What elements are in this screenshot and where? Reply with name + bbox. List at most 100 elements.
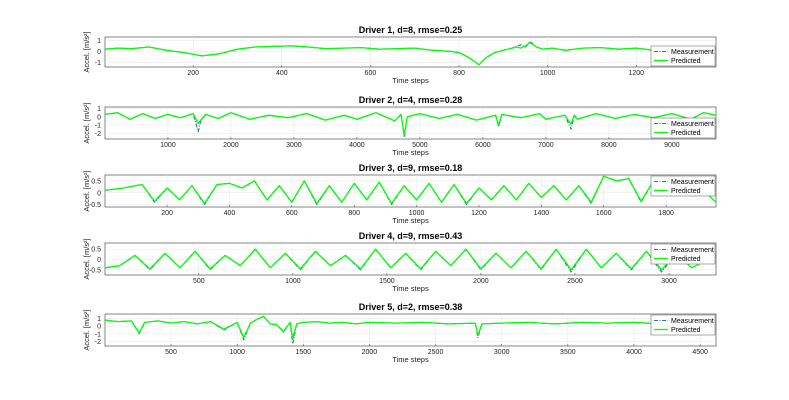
measurement-line <box>104 112 717 138</box>
x-tick-label: 3000 <box>494 349 510 356</box>
x-tick-label: 1500 <box>379 278 395 285</box>
y-tick-label: 0 <box>97 324 101 331</box>
x-tick-label: 1000 <box>160 142 176 149</box>
x-tick-label: 200 <box>161 210 173 217</box>
y-tick-label: -2 <box>95 131 101 138</box>
subplot-title: Driver 4, d=9, rmse=0.43 <box>359 231 463 241</box>
x-tick-label: 800 <box>348 210 360 217</box>
x-axis-label: Time steps <box>392 355 429 364</box>
legend-label-measurement: Measurement <box>671 318 714 325</box>
y-axis-label: Accel. [m/s²] <box>82 309 91 350</box>
y-tick-label: 0 <box>97 49 101 56</box>
x-tick-label: 500 <box>193 278 205 285</box>
predicted-line <box>104 175 717 205</box>
x-axis-label: Time steps <box>392 284 429 293</box>
legend: Measurement Predicted <box>650 175 716 197</box>
y-tick-label: 0 <box>97 257 101 264</box>
legend-label-measurement: Measurement <box>671 121 714 128</box>
legend-label-predicted: Predicted <box>671 130 701 137</box>
x-tick-label: 2000 <box>362 349 378 356</box>
x-tick-label: 1500 <box>295 349 311 356</box>
x-tick-label: 1000 <box>285 278 301 285</box>
y-tick-label: -2 <box>95 339 101 346</box>
x-tick-label: 1400 <box>534 210 550 217</box>
legend: Measurement Predicted <box>650 45 716 67</box>
subplot-title: Driver 1, d=8, rmse=0.25 <box>359 25 463 35</box>
y-tick-label: 0 <box>97 114 101 121</box>
y-axis-label: Accel. [m/s²] <box>82 238 91 279</box>
x-tick-label: 5000 <box>412 142 428 149</box>
x-axis-label: Time steps <box>392 148 429 157</box>
legend: Measurement Predicted <box>650 243 716 265</box>
x-tick-label: 400 <box>276 70 288 77</box>
legend: Measurement Predicted <box>650 314 716 336</box>
y-axis-label: Accel. [m/s²] <box>82 31 91 72</box>
x-tick-label: 500 <box>165 349 177 356</box>
x-tick-label: 2500 <box>567 278 583 285</box>
plot-area <box>104 36 717 68</box>
subplot-title: Driver 2, d=4, rmse=0.28 <box>359 95 463 105</box>
y-tick-label: 1 <box>97 38 101 45</box>
predicted-line <box>104 248 717 271</box>
legend-label-predicted: Predicted <box>671 327 701 334</box>
x-tick-label: 2500 <box>428 349 444 356</box>
x-tick-label: 1800 <box>658 210 674 217</box>
x-tick-label: 400 <box>224 210 236 217</box>
legend-label-measurement: Measurement <box>671 247 714 254</box>
x-tick-label: 3000 <box>661 278 677 285</box>
plot-area <box>104 313 717 347</box>
legend-label-measurement: Measurement <box>671 49 714 56</box>
x-tick-label: 8000 <box>601 142 617 149</box>
legend-label-predicted: Predicted <box>671 256 701 263</box>
y-tick-label: -0.5 <box>89 202 101 209</box>
x-tick-label: 600 <box>365 70 377 77</box>
subplot-driver-2: -2-1 01 1000 2000 3000 4000 5000 6000 7000 8000 90… <box>82 95 717 157</box>
x-tick-label: 2000 <box>223 142 239 149</box>
legend-label-predicted: Predicted <box>671 58 701 65</box>
y-axis-label: Accel. [m/s²] <box>82 170 91 211</box>
legend-label-measurement: Measurement <box>671 179 714 186</box>
legend: Measurement Predicted <box>650 117 716 139</box>
plot-area <box>104 106 717 140</box>
x-tick-label: 6000 <box>475 142 491 149</box>
subplot-title: Driver 3, d=9, rmse=0.18 <box>359 163 463 173</box>
x-axis-label: Time steps <box>392 76 429 85</box>
subplot-driver-4: -0.5 0 0.5 500 1000 1500 2000 2500 3000 Driver 4,… <box>82 231 717 293</box>
subplot-driver-3: -0.5 0 0.5 200 400 600 800 1000 1200 1400 1600 1800… <box>82 163 717 225</box>
x-tick-label: 200 <box>187 70 199 77</box>
y-tick-label: 0.5 <box>91 178 101 185</box>
predicted-line <box>104 315 717 340</box>
y-tick-label: 0.5 <box>91 247 101 254</box>
predicted-line <box>104 41 717 66</box>
x-tick-label: 1600 <box>596 210 612 217</box>
x-tick-label: 7000 <box>538 142 554 149</box>
x-tick-label: 1000 <box>409 210 425 217</box>
y-tick-label: -0.5 <box>89 267 101 274</box>
subplot-title: Driver 5, d=2, rmse=0.38 <box>359 302 463 312</box>
x-tick-label: 3500 <box>560 349 576 356</box>
y-tick-label: 0 <box>97 190 101 197</box>
x-tick-label: 1200 <box>471 210 487 217</box>
y-tick-label: -1 <box>95 60 101 67</box>
y-tick-label: 1 <box>97 316 101 323</box>
x-tick-label: 3000 <box>286 142 302 149</box>
x-tick-label: 1200 <box>628 70 644 77</box>
y-tick-label: 1 <box>97 106 101 113</box>
x-tick-label: 2000 <box>473 278 489 285</box>
x-tick-label: 4000 <box>349 142 365 149</box>
x-tick-label: 4000 <box>626 349 642 356</box>
y-tick-label: -1 <box>95 331 101 338</box>
x-tick-label: 1000 <box>229 349 245 356</box>
x-tick-label: 9000 <box>664 142 680 149</box>
x-axis-label: Time steps <box>392 216 429 225</box>
x-tick-label: 600 <box>286 210 298 217</box>
x-tick-label: 800 <box>453 70 465 77</box>
predicted-line <box>104 112 717 136</box>
y-tick-label: -1 <box>95 123 101 130</box>
y-axis-label: Accel. [m/s²] <box>82 102 91 143</box>
legend-label-predicted: Predicted <box>671 188 701 195</box>
x-tick-label: 1000 <box>540 70 556 77</box>
